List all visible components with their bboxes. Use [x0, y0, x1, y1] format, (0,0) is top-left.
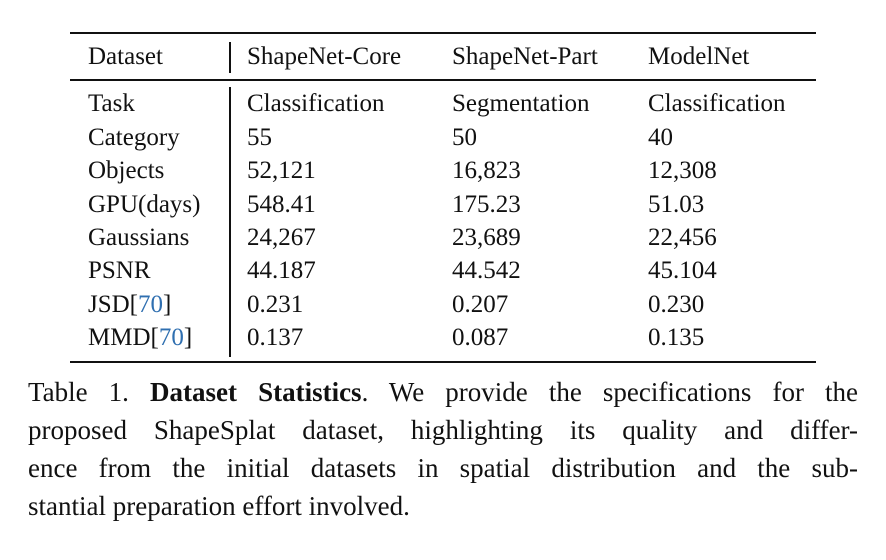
label-text: Task: [88, 90, 135, 117]
table-cell: 0.087: [452, 324, 509, 351]
bottom-rule: [70, 361, 816, 363]
caption-text: . We provide the specifications for the: [361, 377, 859, 407]
table-cell: 40: [648, 124, 673, 151]
caption-title: Dataset Statistics: [150, 377, 362, 407]
caption-line: stantial preparation effort involved.: [28, 487, 858, 525]
caption-text: stantial preparation effort involved.: [28, 491, 410, 521]
label-text: GPU(days): [88, 191, 201, 218]
row-label: Task: [88, 89, 135, 119]
row-label: Category: [88, 123, 180, 153]
table-cell: Classification: [648, 90, 786, 117]
caption-line: Table 1. Dataset Statistics. We provide …: [28, 373, 858, 411]
table-cell: 55: [247, 124, 272, 151]
citation-link: 70: [158, 324, 184, 351]
table-cell: 12,308: [648, 157, 717, 184]
table-cell: 548.41: [247, 191, 316, 218]
table-cell: 0.230: [648, 291, 705, 318]
row-label: Gaussians: [88, 223, 189, 253]
label-text: Objects: [88, 157, 165, 184]
caption-text: ence from the initial datasets in spatia…: [28, 453, 858, 483]
label-text: JSD[: [88, 291, 139, 318]
column-divider: [229, 87, 231, 357]
label-text: PSNR: [88, 257, 151, 284]
header-cell: ModelNet: [648, 43, 750, 70]
caption-text: proposed ShapeSplat dataset, highlightin…: [28, 415, 858, 445]
table-cell: 0.231: [247, 291, 304, 318]
table-cell: 52,121: [247, 157, 316, 184]
header-cell: Dataset: [88, 43, 163, 70]
label-text: ]: [183, 324, 193, 351]
table-cell: 16,823: [452, 157, 521, 184]
label-text: ]: [163, 291, 172, 318]
row-label: JSD[70]: [88, 290, 171, 320]
header-cell: ShapeNet-Core: [247, 43, 402, 70]
top-rule: [70, 32, 816, 34]
row-label: PSNR: [88, 256, 151, 286]
caption-line: ence from the initial datasets in spatia…: [28, 449, 858, 487]
table-cell: 0.137: [247, 324, 304, 351]
table-cell: 24,267: [247, 224, 316, 251]
table-cell: 22,456: [648, 224, 717, 251]
table-cell: 50: [452, 124, 477, 151]
header-cell: ShapeNet-Part: [452, 43, 598, 70]
table-cell: 175.23: [452, 191, 521, 218]
table-cell: Segmentation: [452, 90, 590, 117]
table-cell: Classification: [247, 90, 385, 117]
citation-link: 70: [138, 291, 164, 318]
table-cell: 23,689: [452, 224, 521, 251]
mid-rule: [70, 79, 816, 81]
caption-label: Table 1.: [28, 377, 129, 407]
table-cell: 0.207: [452, 291, 509, 318]
table-cell: 44.542: [452, 257, 521, 284]
row-label: Objects: [88, 156, 164, 186]
row-label: GPU(days): [88, 190, 201, 220]
caption-line: proposed ShapeSplat dataset, highlightin…: [28, 411, 858, 449]
label-text: Gaussians: [88, 224, 190, 251]
label-text: MMD[: [88, 324, 159, 351]
table-cell: 44.187: [247, 257, 316, 284]
table-cell: 0.135: [648, 324, 705, 351]
table-cell: 45.104: [648, 257, 717, 284]
label-text: Category: [88, 124, 180, 151]
table-cell: 51.03: [648, 191, 705, 218]
column-divider: [229, 42, 231, 73]
row-label: MMD[70]: [88, 323, 192, 353]
